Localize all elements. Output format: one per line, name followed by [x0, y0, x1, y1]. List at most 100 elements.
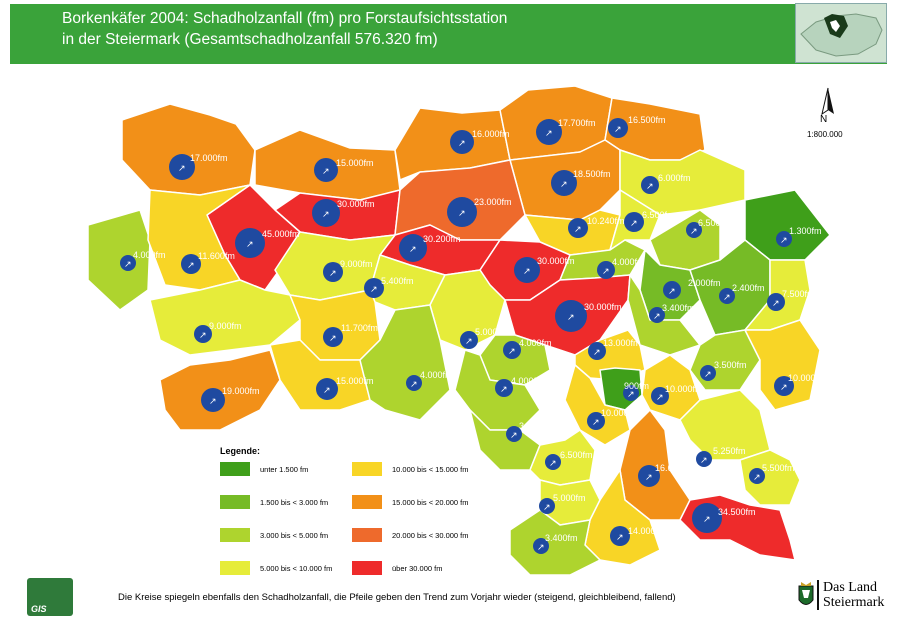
trend-arrow-icon: ↗: [178, 163, 186, 173]
station-circle: [120, 255, 136, 271]
station-value-label: 5.000fm: [475, 327, 508, 337]
legend-swatch: [220, 462, 250, 476]
steiermark-crest-icon: [798, 582, 814, 605]
station-value-label: 23.000fm: [474, 197, 512, 207]
gis-logo: [27, 578, 73, 616]
trend-arrow-icon: ↗: [646, 181, 654, 191]
station-circle: [399, 234, 427, 262]
trend-arrow-icon: ↗: [329, 333, 337, 343]
station-circle: [447, 197, 477, 227]
station-circle: [588, 342, 606, 360]
station-circle: [503, 341, 521, 359]
trend-arrow-icon: ↗: [187, 260, 195, 270]
trend-arrow-icon: ↗: [124, 259, 132, 269]
station-circle: [719, 288, 735, 304]
station-value-label: 15.000fm: [336, 158, 374, 168]
station-value-label: 5.250fm: [713, 446, 746, 456]
legend-swatch: [352, 462, 382, 476]
station-value-label: 3.400fm: [519, 421, 552, 431]
trend-arrow-icon: ↗: [549, 458, 557, 468]
district-region: [509, 509, 601, 576]
legend-item: 15.000 bis < 20.000 fm: [352, 495, 469, 509]
station-circle: [323, 262, 343, 282]
trend-arrow-icon: ↗: [458, 138, 466, 148]
trend-arrow-icon: ↗: [545, 128, 553, 138]
trend-arrow-icon: ↗: [656, 392, 664, 402]
trend-arrow-icon: ↗: [723, 292, 731, 302]
station-circle: [551, 170, 577, 196]
station-circle: [610, 526, 630, 546]
trend-arrow-icon: ↗: [753, 472, 761, 482]
station-value-label: 34.500fm: [718, 507, 756, 517]
station-circle: [767, 293, 785, 311]
station-value-label: 17.000fm: [190, 153, 228, 163]
station-value-label: 16.500fm: [628, 115, 666, 125]
land-steiermark-logo: Das Land Steiermark: [817, 580, 884, 610]
station-circle: [314, 158, 338, 182]
legend-label: unter 1.500 fm: [260, 464, 309, 474]
legend-swatch: [220, 528, 250, 542]
station-value-label: 30.000fm: [337, 199, 375, 209]
station-value-label: 4.000fm: [511, 376, 544, 386]
station-circle: [406, 375, 422, 391]
trend-arrow-icon: ↗: [780, 382, 788, 392]
station-value-label: 10.000fm: [601, 408, 639, 418]
station-circle: [686, 222, 702, 238]
station-circle: [364, 278, 384, 298]
station-circle: [623, 385, 639, 401]
station-circle: [608, 118, 628, 138]
station-circle: [624, 212, 644, 232]
trend-arrow-icon: ↗: [246, 239, 254, 249]
trend-arrow-icon: ↗: [690, 226, 698, 236]
trend-arrow-icon: ↗: [329, 268, 337, 278]
trend-arrow-icon: ↗: [323, 385, 331, 395]
trend-arrow-icon: ↗: [627, 389, 635, 399]
legend-label: über 30.000 fm: [392, 563, 443, 573]
trend-arrow-icon: ↗: [574, 224, 582, 234]
legend-swatch: [220, 495, 250, 509]
station-circle: [555, 300, 587, 332]
station-value-label: 6.500fm: [698, 218, 731, 228]
station-value-label: 4.000fm: [420, 370, 453, 380]
trend-arrow-icon: ↗: [592, 417, 600, 427]
station-circle: [568, 218, 588, 238]
trend-arrow-icon: ↗: [567, 312, 575, 322]
trend-arrow-icon: ↗: [560, 179, 568, 189]
logo-line2: Steiermark: [823, 595, 885, 610]
trend-arrow-icon: ↗: [645, 472, 653, 482]
trend-arrow-icon: ↗: [602, 266, 610, 276]
legend-swatch: [220, 561, 250, 575]
legend-item: unter 1.500 fm: [220, 462, 308, 476]
trend-arrow-icon: ↗: [409, 244, 417, 254]
station-circle: [774, 376, 794, 396]
station-value-label: 1.300fm: [789, 226, 822, 236]
trend-arrow-icon: ↗: [614, 124, 622, 134]
station-circle: [312, 199, 340, 227]
station-circle: [201, 388, 225, 412]
station-value-label: 6.500fm: [560, 450, 593, 460]
trend-arrow-icon: ↗: [508, 346, 516, 356]
trend-arrow-icon: ↗: [465, 336, 473, 346]
station-circle: [495, 379, 513, 397]
district-region: [359, 304, 451, 421]
trend-arrow-icon: ↗: [370, 284, 378, 294]
map-title-line1: Borkenkäfer 2004: Schadholzanfall (fm) p…: [62, 10, 508, 27]
legend-label: 20.000 bis < 30.000 fm: [392, 530, 469, 540]
station-value-label: 4.000fm: [612, 257, 645, 267]
station-circle: [663, 281, 681, 299]
legend-label: 3.000 bis < 5.000 fm: [260, 530, 329, 540]
overview-inset-graphic: [800, 13, 883, 57]
map-title-line2: in der Steiermark (Gesamtschadholzanfall…: [62, 31, 438, 48]
station-value-label: 4.000fm: [133, 250, 166, 260]
station-circle: [533, 538, 549, 554]
legend-item: über 30.000 fm: [352, 561, 442, 575]
trend-arrow-icon: ↗: [668, 286, 676, 296]
legend-item: 20.000 bis < 30.000 fm: [352, 528, 469, 542]
station-circle: [194, 325, 212, 343]
station-value-label: 10.000fm: [788, 373, 826, 383]
station-circle: [638, 465, 660, 487]
district-region: [744, 319, 821, 411]
trend-arrow-icon: ↗: [700, 455, 708, 465]
station-value-label: 30.000fm: [537, 256, 575, 266]
station-value-label: 9.000fm: [340, 259, 373, 269]
